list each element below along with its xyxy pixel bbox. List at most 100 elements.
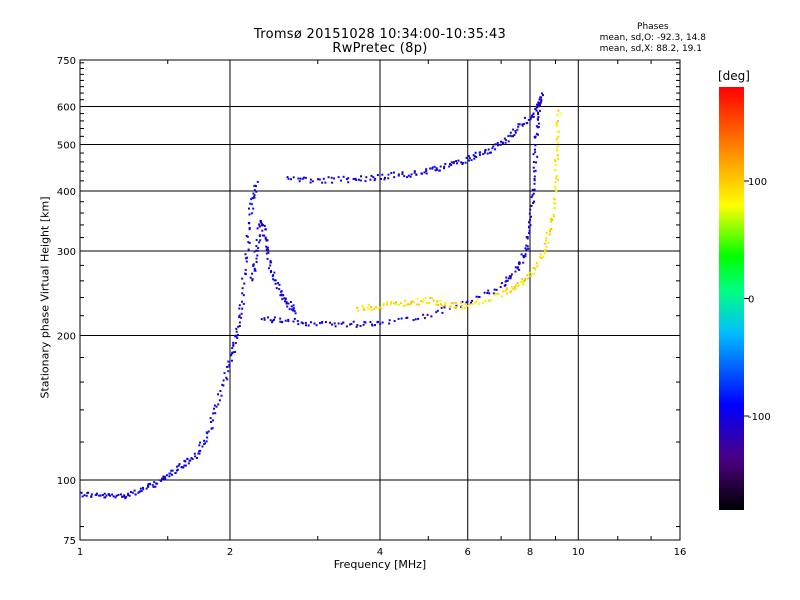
data-point <box>373 308 376 311</box>
data-point <box>259 239 262 242</box>
data-point <box>355 179 358 181</box>
data-point <box>413 170 416 173</box>
data-point <box>436 309 439 312</box>
data-point <box>516 282 519 285</box>
data-point <box>98 494 101 497</box>
data-point <box>399 302 402 304</box>
data-point <box>524 255 527 258</box>
data-point <box>413 171 416 174</box>
data-point <box>252 192 255 195</box>
data-point <box>403 304 405 307</box>
data-point <box>362 323 365 326</box>
data-point <box>428 302 431 304</box>
data-point <box>315 324 318 327</box>
data-point <box>264 236 267 239</box>
data-point <box>236 333 239 336</box>
data-point <box>528 226 530 229</box>
data-point <box>443 165 446 168</box>
data-point <box>266 257 269 260</box>
chart-title: Tromsø 20151028 10:34:00-10:35:43 <box>253 27 507 42</box>
data-point <box>474 301 477 304</box>
data-point <box>127 494 130 496</box>
data-point <box>96 492 98 495</box>
data-point <box>183 464 186 467</box>
data-point <box>253 267 256 270</box>
y-axis-label: Stationary phase Virtual Height [km] <box>38 196 52 399</box>
data-point <box>289 301 292 303</box>
data-point <box>274 279 277 282</box>
data-point <box>393 320 396 323</box>
data-point <box>279 317 282 320</box>
data-point <box>228 363 231 366</box>
data-point <box>231 351 234 354</box>
data-point <box>539 104 542 107</box>
data-point <box>537 105 540 108</box>
data-point <box>374 324 376 327</box>
data-point <box>271 321 273 324</box>
data-point <box>440 303 442 306</box>
data-point <box>548 228 551 231</box>
data-point <box>201 445 204 448</box>
data-point <box>356 306 359 309</box>
data-point <box>392 302 395 305</box>
data-point <box>322 177 325 180</box>
data-point <box>556 149 559 152</box>
data-point <box>372 176 375 179</box>
data-point <box>170 473 173 476</box>
data-point <box>228 365 231 368</box>
data-point <box>181 466 183 469</box>
data-point <box>248 242 251 244</box>
data-point <box>473 157 476 160</box>
data-point <box>273 279 276 282</box>
data-point <box>535 106 538 109</box>
data-point <box>244 257 247 260</box>
data-point <box>388 322 391 325</box>
data-point <box>137 491 140 494</box>
data-point <box>528 220 531 223</box>
data-point <box>526 277 529 280</box>
data-point <box>517 123 520 126</box>
data-point <box>248 213 251 216</box>
data-point <box>555 190 558 193</box>
data-point <box>526 245 529 248</box>
data-point <box>235 330 238 333</box>
data-point <box>439 165 442 168</box>
data-point <box>359 179 362 182</box>
data-point <box>155 482 157 485</box>
data-point <box>142 488 145 491</box>
data-point <box>535 132 538 135</box>
data-point <box>478 151 481 154</box>
x-tick-label: 6 <box>465 547 471 558</box>
data-point <box>255 190 258 193</box>
colorbar-tick-label: 0 <box>748 295 754 306</box>
data-point <box>555 175 558 178</box>
data-point <box>238 314 241 317</box>
data-point <box>195 457 198 459</box>
data-point <box>307 324 310 327</box>
data-point <box>449 163 451 165</box>
data-point <box>369 178 372 181</box>
data-point <box>513 133 516 136</box>
data-point <box>403 175 406 178</box>
data-point <box>431 166 434 169</box>
data-point <box>263 318 266 321</box>
data-point <box>549 230 552 233</box>
data-point <box>124 497 127 500</box>
data-point <box>477 295 480 298</box>
data-point <box>259 221 262 224</box>
data-point <box>191 458 194 460</box>
data-point <box>386 301 388 304</box>
data-point <box>529 275 532 278</box>
data-point <box>540 100 543 102</box>
data-point <box>211 419 214 422</box>
data-point <box>501 141 504 144</box>
data-point <box>210 421 213 423</box>
data-point <box>452 162 455 165</box>
data-point <box>248 207 250 210</box>
data-point <box>287 177 290 180</box>
plot-frame <box>79 59 681 541</box>
data-point <box>553 168 556 171</box>
data-point <box>384 176 386 179</box>
data-point <box>149 482 151 485</box>
